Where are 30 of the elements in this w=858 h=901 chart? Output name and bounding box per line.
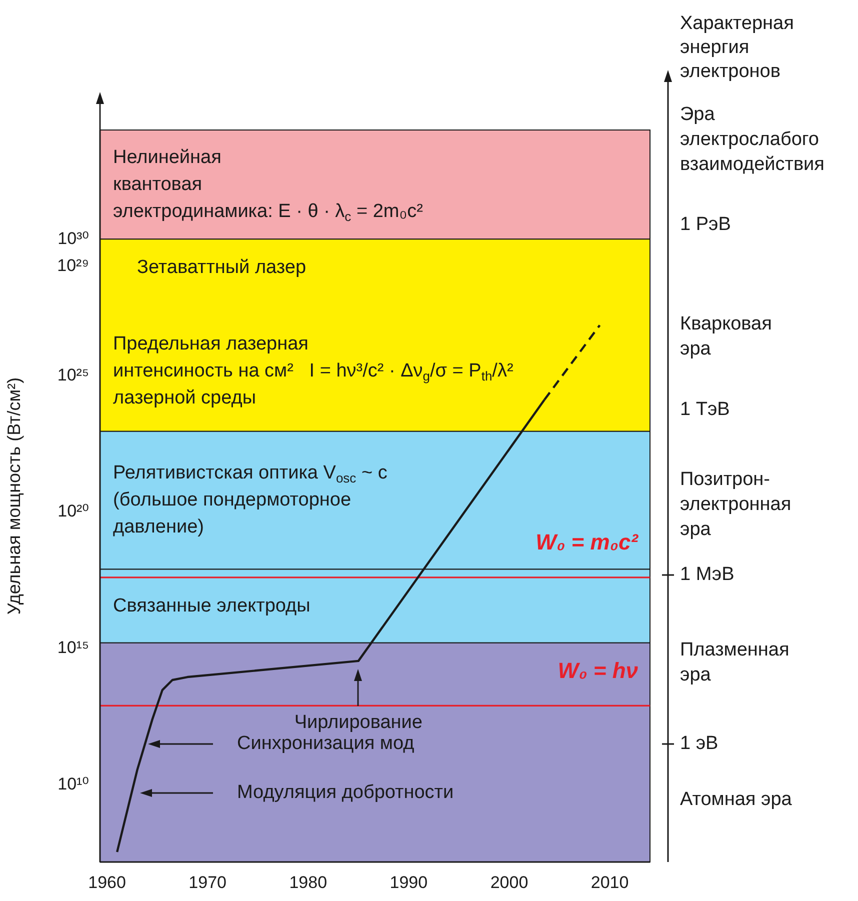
annotation: Чирлирование bbox=[294, 712, 422, 734]
y-tick-label: 10¹⁰ bbox=[58, 774, 90, 794]
text: Эра электрослабого взаимодействия bbox=[680, 104, 824, 176]
y-tick-label: 10¹⁵ bbox=[57, 638, 89, 658]
y-tick-label: 10³⁰ bbox=[58, 228, 90, 248]
text: 1 ТэВ bbox=[680, 399, 730, 420]
text: 1 эВ bbox=[680, 733, 718, 754]
y2-axis-title: Характерная энергия электронов bbox=[680, 13, 794, 82]
x-tick-label: 1970 bbox=[188, 872, 226, 892]
text: 1 МэВ bbox=[680, 564, 734, 586]
x-tick-label: 2010 bbox=[590, 872, 629, 892]
ref-line-label: W₀ = m₀c² bbox=[536, 530, 639, 555]
x-tick-label: 2000 bbox=[490, 872, 528, 892]
band-label: Связанные электроды bbox=[113, 595, 310, 616]
ref-line-label: W₀ = hν bbox=[558, 658, 639, 683]
text: Позитрон- электронная эра bbox=[680, 469, 792, 540]
y-tick-label: 10²⁵ bbox=[57, 365, 89, 384]
annotation: Зетаваттный лазер bbox=[137, 257, 306, 278]
text: Плазменная эра bbox=[680, 640, 790, 686]
y-axis-title: Удельная мощность (Вт/см²) bbox=[4, 377, 24, 615]
x-tick-label: 1990 bbox=[390, 872, 428, 892]
y-tick-label: 10²⁰ bbox=[58, 502, 90, 521]
text: Атомная эра bbox=[680, 789, 792, 810]
text: 1 PэВ bbox=[680, 214, 731, 236]
y-tick-label: 10²⁹ bbox=[57, 256, 89, 276]
x-tick-label: 1960 bbox=[88, 872, 126, 892]
text: Кварковая эра bbox=[680, 314, 772, 360]
annotation: Модуляция добротности bbox=[237, 782, 454, 804]
x-tick-label: 1980 bbox=[289, 872, 328, 892]
annotation: Синхронизация мод bbox=[237, 733, 414, 754]
